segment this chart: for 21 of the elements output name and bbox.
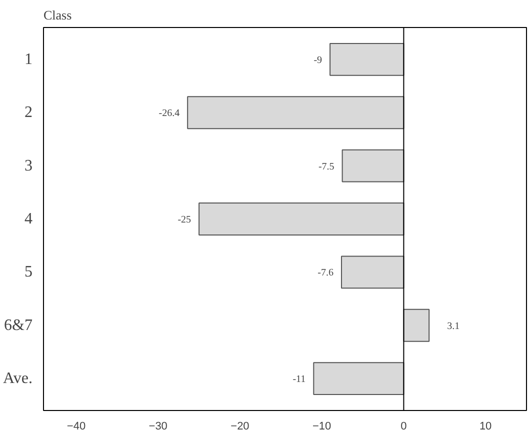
data-label: -9: [314, 54, 322, 66]
x-tick-label: −40: [66, 420, 86, 432]
y-tick-label: 4: [24, 210, 32, 228]
y-tick-label: Ave.: [3, 370, 32, 388]
data-label: -7.6: [318, 268, 334, 279]
data-label: -26.4: [158, 108, 180, 120]
data-label: 3.1: [447, 320, 460, 332]
x-tick-label: −30: [148, 420, 168, 432]
data-label: -11: [292, 374, 306, 386]
x-tick-label: 10: [479, 420, 492, 432]
y-axis-title: Class: [44, 8, 72, 22]
x-tick-label: −10: [312, 420, 332, 432]
data-label: -25: [178, 214, 192, 226]
y-tick-label: 5: [24, 264, 32, 281]
y-tick-label: 2: [24, 104, 32, 122]
y-tick-label: 3: [24, 157, 32, 174]
x-tick-label: −20: [230, 420, 250, 432]
y-tick-label: 1: [24, 50, 32, 68]
x-tick-label: 0: [400, 420, 407, 432]
data-label: -7.5: [318, 161, 334, 172]
y-tick-label: 6&7: [4, 316, 33, 334]
